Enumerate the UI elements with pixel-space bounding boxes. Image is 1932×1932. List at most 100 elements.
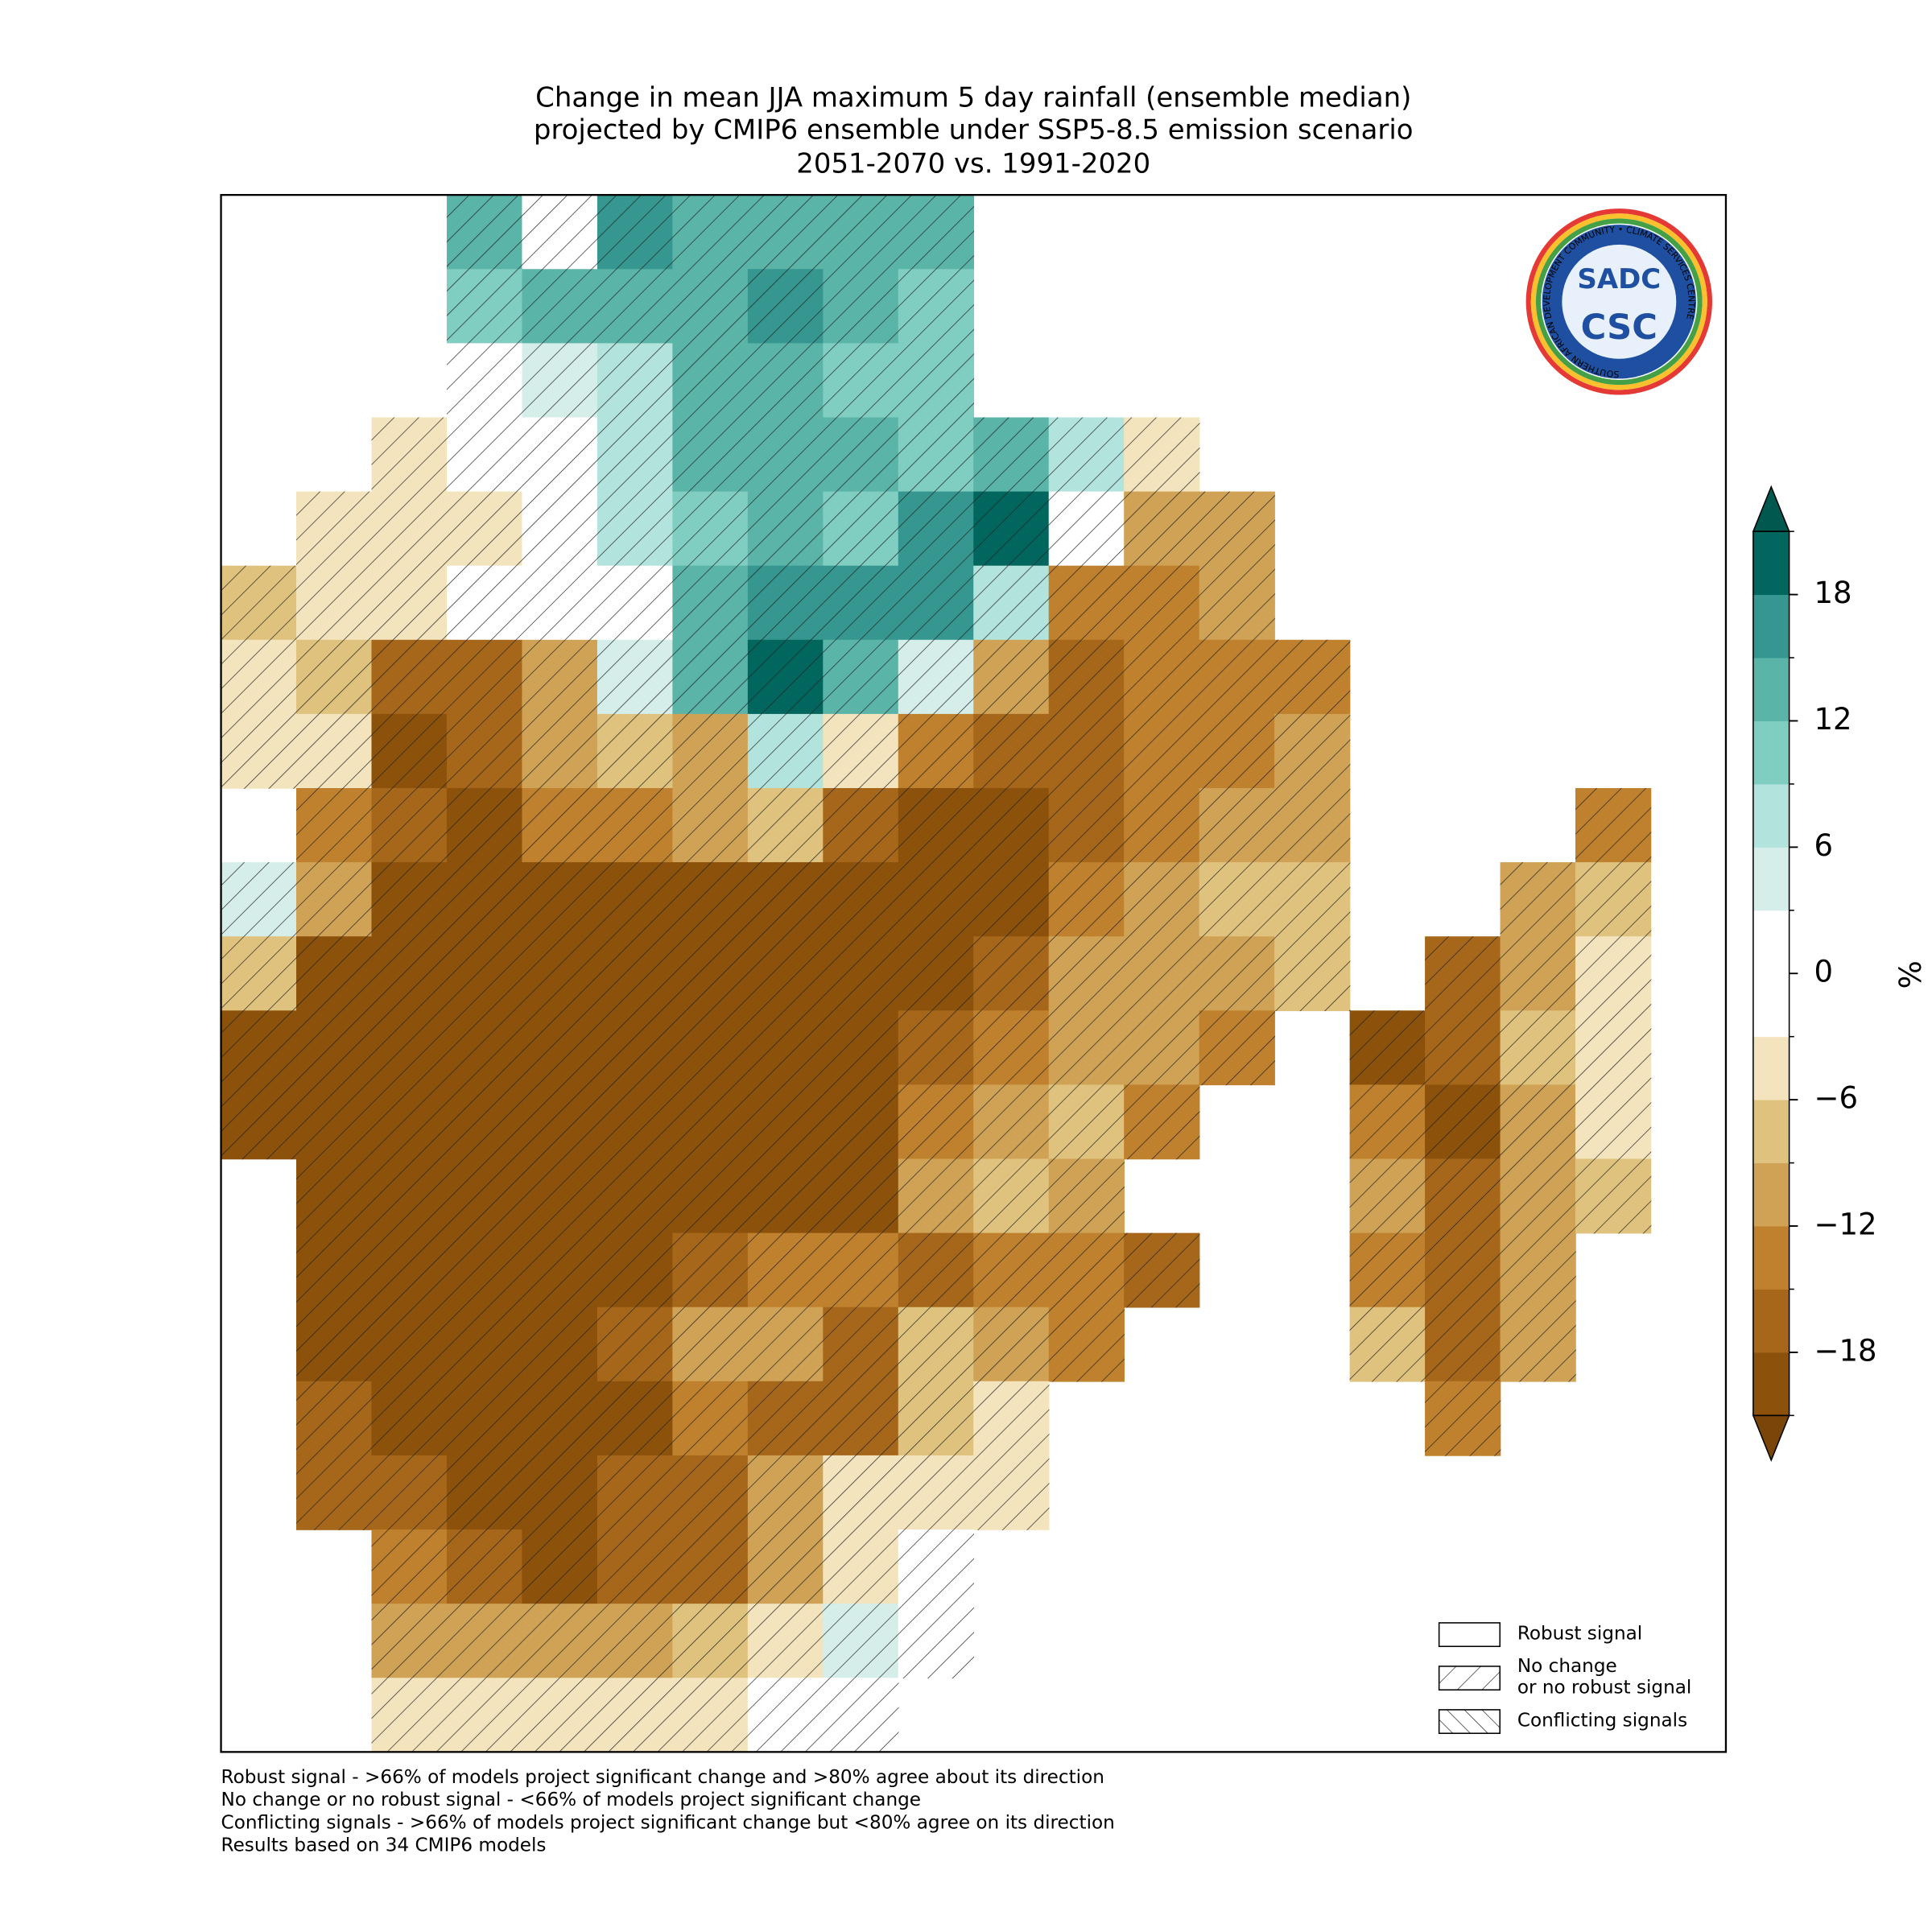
hatch-cell [672, 1158, 749, 1234]
hatch-cell [371, 787, 448, 863]
hatch-cell [898, 1158, 975, 1234]
hatch-cell [446, 1158, 523, 1234]
hatch-cell [522, 1381, 598, 1456]
hatch-cell [1199, 639, 1275, 715]
title-line: projected by CMIP6 ensemble under SSP5-8… [534, 115, 1414, 147]
hatch-cell [898, 417, 975, 493]
hatch-cell [371, 1084, 448, 1160]
hatch-cell [823, 1530, 899, 1604]
colorbar-extend-over [1752, 485, 1790, 532]
hatch-cell [597, 195, 674, 270]
hatch-cell [371, 491, 448, 567]
hatch-cell [823, 565, 899, 641]
hatch-cell [747, 1232, 824, 1308]
hatch-cell [973, 417, 1050, 493]
hatch-cell [597, 639, 674, 715]
hatch-cell [672, 1307, 749, 1382]
hatch-cell [522, 639, 598, 715]
hatch-cell [597, 565, 674, 641]
hatch-cell [1575, 787, 1652, 863]
hatch-cell [747, 1158, 824, 1234]
hatch-cell [446, 862, 523, 937]
hatch-cell [898, 1455, 975, 1530]
hatch-cell [522, 787, 598, 863]
hatch-cell [898, 713, 975, 789]
hatch-cell [898, 491, 975, 567]
hatch-cell [747, 491, 824, 567]
hatch-cell [1048, 1158, 1125, 1234]
hatch-cell [522, 1455, 598, 1530]
hatch-cell [672, 417, 749, 493]
hatch-cell [446, 1010, 523, 1086]
colorbar-segment [1752, 973, 1790, 1038]
legend-label: No change [1517, 1656, 1617, 1677]
hatch-cell [296, 639, 373, 715]
hatch-cell [823, 491, 899, 567]
hatch-cell [296, 491, 373, 567]
hatch-cell [898, 1307, 975, 1382]
hatch-cell [296, 1455, 373, 1530]
hatch-cell [1500, 1307, 1576, 1382]
legend-label: Conflicting signals [1517, 1710, 1687, 1731]
hatch-cell [1425, 1381, 1501, 1456]
hatch-cell [446, 1455, 523, 1530]
footnote: Conflicting signals - >66% of models pro… [221, 1812, 1115, 1833]
colorbar-tick-label: 0 [1814, 955, 1833, 989]
hatch-cell [1124, 862, 1200, 937]
hatch-cell [296, 1232, 373, 1308]
hatch-cell [1425, 1307, 1501, 1382]
hatch-cell [597, 1232, 674, 1308]
hatch-cell [446, 639, 523, 715]
hatch-cell [1425, 1158, 1501, 1234]
hatch-cell [522, 565, 598, 641]
hatch-cell [296, 1084, 373, 1160]
hatch-cell [672, 713, 749, 789]
hatch-cell [597, 1381, 674, 1456]
colorbar-segment [1752, 658, 1790, 721]
hatch-cell [221, 862, 297, 937]
hatch-cell [823, 1158, 899, 1234]
colorbar-segment [1752, 1036, 1790, 1100]
colorbar-segment [1752, 1226, 1790, 1290]
hatch-cell [672, 1010, 749, 1086]
hatch-cell [898, 343, 975, 419]
hatch-cell [747, 1678, 824, 1753]
colorbar-tick-label: 12 [1814, 702, 1852, 737]
hatch-cell [973, 713, 1050, 789]
hatch-cell [1199, 862, 1275, 937]
hatch-cell [672, 787, 749, 863]
colorbar-segment [1752, 847, 1790, 911]
colorbar-segment [1752, 1162, 1790, 1227]
logo-ring [1530, 213, 1707, 390]
hatch-cell [1199, 1010, 1275, 1086]
hatch-cell [747, 862, 824, 937]
colorbar-segment [1752, 594, 1790, 658]
hatch-cell [747, 639, 824, 715]
map-frame [220, 194, 1728, 1753]
hatch-cell [823, 269, 899, 345]
hatch-cell [1199, 787, 1275, 863]
hatch-cell [672, 639, 749, 715]
hatch-cell [597, 491, 674, 567]
hatch-cell [973, 639, 1050, 715]
hatch-cell [898, 1084, 975, 1160]
hatch-cell [1500, 862, 1576, 937]
hatch-cell [522, 195, 598, 270]
hatch-cell [747, 787, 824, 863]
hatch-cell [672, 491, 749, 567]
hatch-cell [823, 417, 899, 493]
hatch-cell [446, 1530, 523, 1604]
hatch-cell [296, 713, 373, 789]
hatch-cell [522, 1010, 598, 1086]
hatch-cell [1199, 565, 1275, 641]
hatch-cell [522, 1678, 598, 1753]
hatch-cell [296, 1158, 373, 1234]
hatch-cell [522, 1158, 598, 1234]
hatch-cell [898, 565, 975, 641]
hatch-cell [898, 639, 975, 715]
hatch-cell [221, 1010, 297, 1086]
hatch-cell [597, 343, 674, 419]
hatch-cell [1124, 417, 1200, 493]
hatch-cell [522, 1530, 598, 1604]
